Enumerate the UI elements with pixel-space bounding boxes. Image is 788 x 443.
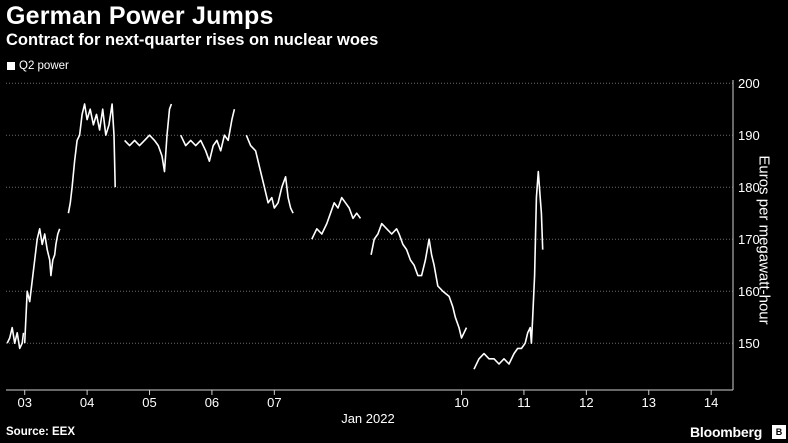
x-tick-label-06: 06 — [205, 395, 219, 410]
series-q2-power — [6, 103, 544, 370]
series-line-segment-2 — [67, 103, 116, 214]
x-tick-label-14: 14 — [704, 395, 718, 410]
source-note: Source: EEX — [6, 426, 76, 438]
x-tick-label-05: 05 — [142, 395, 156, 410]
x-axis: 03 04 05 06 07 10 11 12 13 14 — [6, 389, 733, 410]
x-tick-label-12: 12 — [579, 395, 593, 410]
x-tick-label-04: 04 — [80, 395, 94, 410]
legend-swatch — [7, 62, 15, 70]
x-tick-label-11: 11 — [517, 395, 531, 410]
bloomberg-terminal-icon: B — [772, 425, 786, 439]
x-tick-label-13: 13 — [642, 395, 656, 410]
grid-lines — [6, 82, 733, 344]
y-tick-label-170: 170 — [738, 232, 760, 247]
series-line-segment-1 — [23, 228, 61, 344]
series-line-segment-7 — [370, 222, 468, 339]
series-line-segment-0 — [6, 326, 25, 350]
series-line-segment-8 — [473, 170, 544, 370]
y-tick-label-160: 160 — [738, 284, 760, 299]
x-tick-label-07: 07 — [267, 395, 281, 410]
series-line-segment-5 — [245, 134, 294, 214]
legend-label: Q2 power — [19, 60, 69, 72]
y-axis: 150 160 170 180 190 200 — [732, 76, 760, 390]
y-tick-label-150: 150 — [738, 336, 760, 351]
series-line-segment-6 — [311, 196, 362, 240]
series-line-segment-3 — [124, 103, 173, 173]
chart-title: German Power Jumps — [6, 2, 274, 30]
chart-subtitle: Contract for next-quarter rises on nucle… — [6, 31, 379, 49]
bloomberg-logo: Bloomberg — [690, 424, 763, 440]
x-axis-label: Jan 2022 — [341, 411, 395, 426]
y-tick-label-190: 190 — [738, 128, 760, 143]
y-tick-label-200: 200 — [738, 76, 760, 91]
x-tick-label-03: 03 — [17, 395, 31, 410]
series-line-segment-4 — [179, 109, 236, 162]
legend: Q2 power — [7, 60, 69, 72]
y-tick-label-180: 180 — [738, 180, 760, 195]
x-tick-label-10: 10 — [454, 395, 468, 410]
y-axis-label: Euros per megawatt-hour — [755, 155, 773, 325]
